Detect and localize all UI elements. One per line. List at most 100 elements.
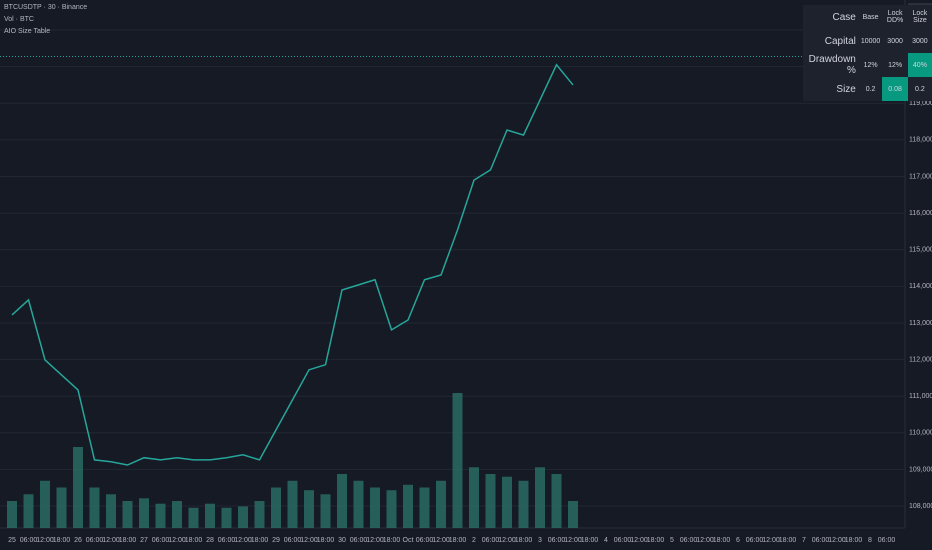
y-tick-label: 119,000.0 bbox=[909, 100, 932, 107]
x-tick-label: 18:00 bbox=[119, 537, 137, 544]
x-tick-label: 18:00 bbox=[53, 537, 71, 544]
x-tick-label: 18:00 bbox=[515, 537, 533, 544]
volume-bar bbox=[23, 494, 34, 528]
volume-bar bbox=[304, 490, 314, 528]
x-tick-label: 12:00 bbox=[498, 537, 516, 544]
x-tick-label: 18:00 bbox=[647, 537, 665, 544]
table-cell: Lock Size bbox=[912, 10, 928, 24]
volume-bar bbox=[485, 474, 496, 528]
volume-bar bbox=[205, 503, 215, 528]
x-tick-label: 12:00 bbox=[168, 537, 186, 544]
table-cell: Drawdown % bbox=[808, 54, 856, 76]
indicator-label: AIO Size Table bbox=[4, 28, 51, 35]
y-tick-label: 109,000.0 bbox=[909, 466, 932, 473]
table-cell: Base bbox=[862, 13, 879, 21]
x-tick-label: 4 bbox=[604, 537, 608, 544]
x-tick-label: 12:00 bbox=[432, 537, 450, 544]
x-tick-label: 06:00 bbox=[614, 537, 632, 544]
y-tick-label: 112,000.0 bbox=[909, 356, 932, 363]
table-cell: Lock DD% bbox=[886, 10, 904, 24]
x-tick-label: 06:00 bbox=[548, 537, 566, 544]
volume-bar bbox=[172, 501, 182, 528]
y-tick-label: 111,000.0 bbox=[909, 393, 932, 400]
x-tick-label: 12:00 bbox=[300, 537, 318, 544]
x-tick-label: 06:00 bbox=[812, 537, 830, 544]
volume-bar bbox=[188, 507, 199, 528]
volume-bar bbox=[502, 476, 512, 528]
x-tick-label: 27 bbox=[140, 537, 148, 544]
x-tick-label: 12:00 bbox=[564, 537, 582, 544]
volume-bar bbox=[469, 467, 479, 528]
x-tick-label: 12:00 bbox=[696, 537, 714, 544]
volume-bar bbox=[221, 507, 232, 528]
volume-bar bbox=[353, 480, 364, 528]
volume-bar bbox=[238, 506, 248, 528]
x-tick-label: 29 bbox=[272, 537, 280, 544]
y-tick-label: 114,000.0 bbox=[909, 283, 932, 290]
y-tick-label: 117,000.0 bbox=[909, 173, 932, 180]
x-tick-label: 06:00 bbox=[86, 537, 104, 544]
price-line bbox=[11, 63, 574, 466]
x-tick-label: 5 bbox=[670, 537, 674, 544]
y-tick-label: 108,000.0 bbox=[909, 503, 932, 510]
table-cell: 0.08 bbox=[882, 77, 908, 101]
x-tick-label: 06:00 bbox=[416, 537, 434, 544]
volume-bar bbox=[254, 501, 265, 528]
x-tick-label: 7 bbox=[802, 537, 806, 544]
volume-bar bbox=[106, 494, 116, 528]
table-cell: 12% bbox=[888, 61, 903, 69]
x-tick-label: 06:00 bbox=[350, 537, 368, 544]
table-cell: 12% bbox=[863, 61, 878, 69]
x-tick-label: 12:00 bbox=[36, 537, 54, 544]
x-tick-label: 18:00 bbox=[449, 537, 467, 544]
volume-bar bbox=[73, 447, 83, 528]
table-cell: 3000 bbox=[887, 37, 903, 45]
x-tick-label: 12:00 bbox=[102, 537, 120, 544]
volume-bar bbox=[40, 480, 50, 528]
x-tick-label: 8 bbox=[868, 537, 872, 544]
x-tick-label: 06:00 bbox=[152, 537, 170, 544]
volume-bar bbox=[56, 487, 67, 528]
volume-bar bbox=[436, 480, 446, 528]
table-cell: 40% bbox=[907, 53, 932, 77]
volume-bar bbox=[271, 487, 281, 528]
volume-label: Vol · BTC bbox=[4, 16, 34, 23]
x-tick-label: 3 bbox=[538, 537, 542, 544]
table-row: Case Base Lock DD% Lock Size bbox=[803, 5, 932, 29]
x-tick-label: 06:00 bbox=[284, 537, 302, 544]
volume-bar bbox=[89, 487, 100, 528]
table-cell: 0.2 bbox=[865, 85, 876, 93]
volume-bar bbox=[122, 501, 133, 528]
volume-bar bbox=[155, 503, 166, 528]
y-tick-label: 110,000.0 bbox=[909, 430, 932, 437]
symbol: BTCUSDTP · 30 · Binance bbox=[4, 4, 88, 11]
volume-bar bbox=[386, 490, 397, 528]
volume-bar bbox=[287, 480, 298, 528]
volume-bar bbox=[7, 501, 17, 528]
x-tick-label: 12:00 bbox=[828, 537, 846, 544]
volume-bar bbox=[403, 484, 413, 528]
x-tick-label: 06:00 bbox=[20, 537, 38, 544]
size-table: Case Base Lock DD% Lock Size Capital 10000 300… bbox=[803, 5, 932, 101]
x-tick-label: 18:00 bbox=[383, 537, 401, 544]
y-tick-label: 115,000.0 bbox=[909, 247, 932, 254]
x-tick-label: 18:00 bbox=[779, 537, 797, 544]
table-cell: 0.2 bbox=[915, 85, 925, 93]
volume-bar bbox=[419, 487, 430, 528]
table-cell: 10000 bbox=[860, 37, 881, 45]
x-tick-label: 12:00 bbox=[762, 537, 780, 544]
x-tick-label: 18:00 bbox=[713, 537, 731, 544]
volume-bar bbox=[518, 480, 529, 528]
volume-bar bbox=[551, 474, 562, 528]
x-tick-label: 26 bbox=[74, 537, 82, 544]
volume-bar bbox=[337, 474, 347, 528]
table-cell: Size bbox=[836, 83, 856, 95]
table-cell: Capital bbox=[824, 35, 856, 47]
y-tick-label: 113,000.0 bbox=[909, 320, 932, 327]
x-tick-label: 18:00 bbox=[251, 537, 269, 544]
x-tick-label: 2 bbox=[472, 537, 476, 544]
x-tick-label: 18:00 bbox=[581, 537, 599, 544]
x-tick-label: 06:00 bbox=[482, 537, 500, 544]
volume-bar bbox=[535, 467, 545, 528]
